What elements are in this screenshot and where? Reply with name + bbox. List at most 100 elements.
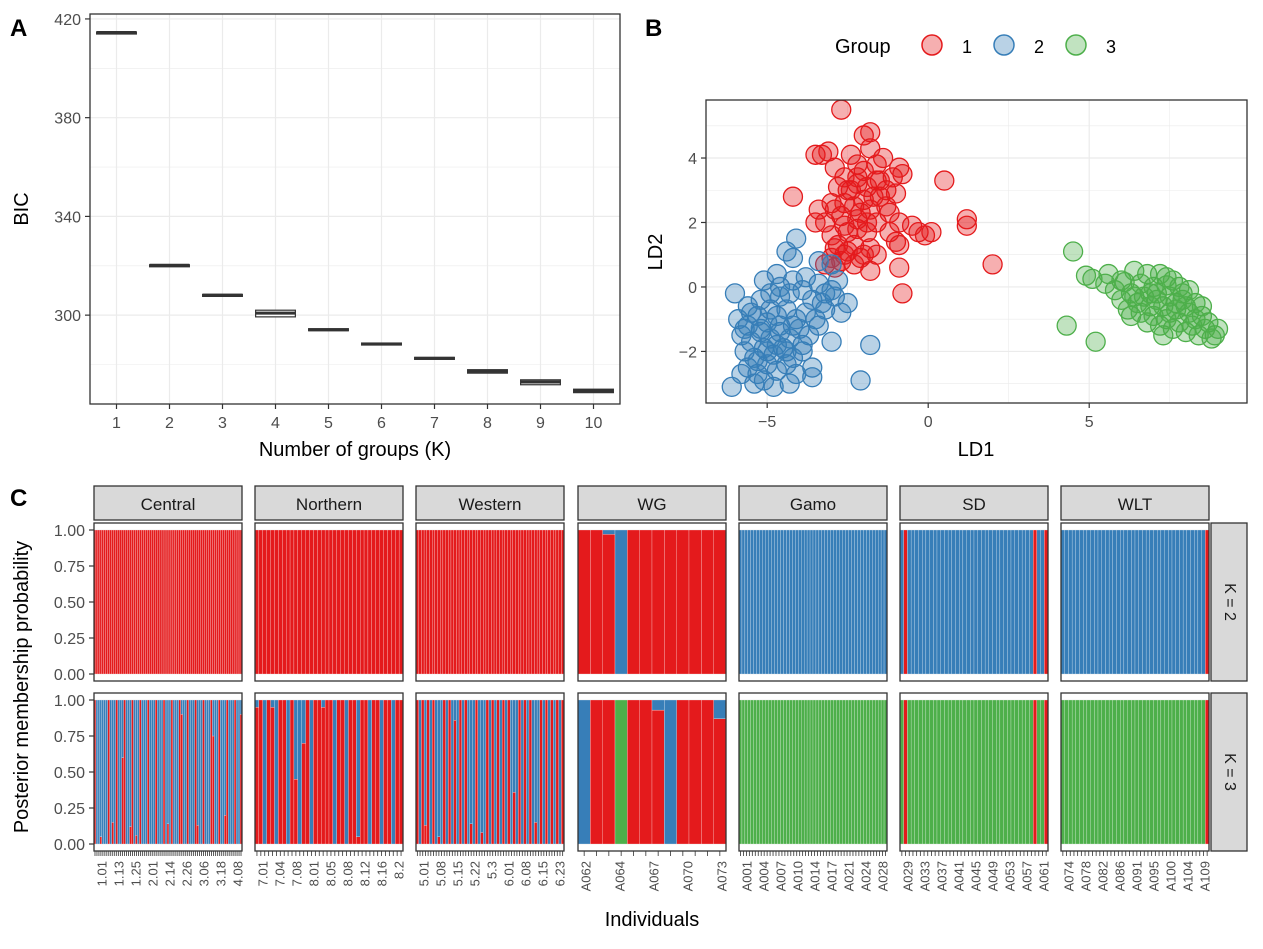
membership-bar-segment	[1164, 529, 1169, 675]
membership-bar-segment	[789, 699, 793, 845]
membership-bar-segment	[959, 529, 964, 675]
membership-bar-segment	[232, 699, 235, 845]
membership-bar-segment	[212, 699, 215, 737]
membership-bar-segment	[235, 699, 239, 845]
membership-bar-segment	[801, 699, 805, 845]
membership-bar-segment	[266, 529, 271, 675]
scatter-point	[889, 257, 910, 278]
membership-bar-segment	[458, 529, 462, 675]
membership-bar-segment	[999, 699, 1004, 845]
facet-x-tick-label: A061	[1037, 861, 1052, 891]
membership-bar-segment	[962, 699, 967, 845]
membership-bar-segment	[99, 529, 103, 675]
membership-bar-segment	[1075, 529, 1080, 675]
membership-bar-segment	[423, 699, 427, 826]
series-group-2	[721, 228, 881, 398]
membership-bar-segment	[1164, 699, 1169, 845]
membership-bar-segment	[356, 529, 361, 675]
membership-bar-segment	[220, 529, 223, 675]
legend-key-1	[921, 34, 943, 56]
membership-bar-segment	[237, 699, 241, 845]
membership-bar-segment	[1131, 529, 1136, 675]
k2-bars	[415, 522, 565, 682]
membership-bar-segment	[651, 529, 665, 675]
membership-bar-segment	[918, 699, 923, 845]
membership-bar-segment	[192, 699, 195, 845]
membership-bar-segment	[111, 529, 114, 675]
panel-a-x-tick-label: 5	[324, 415, 333, 432]
membership-bar-segment	[344, 529, 349, 675]
membership-bar-segment	[553, 699, 557, 845]
membership-bar-segment	[194, 699, 197, 845]
facet-x-tick-label: A041	[952, 861, 967, 891]
scatter-point	[782, 186, 804, 207]
membership-bar-segment	[577, 699, 591, 845]
scatter-point	[731, 363, 752, 385]
membership-bar-segment	[289, 529, 295, 675]
membership-bar-segment	[464, 699, 468, 845]
membership-bar-segment	[614, 699, 628, 845]
membership-bar-segment	[922, 699, 927, 845]
scatter-point	[724, 283, 746, 304]
facet-strip	[899, 485, 1049, 521]
membership-bar-segment	[977, 529, 982, 675]
scatter-point	[856, 212, 878, 233]
membership-bar-segment	[262, 699, 267, 845]
membership-bar-segment	[348, 529, 353, 675]
membership-bar-segment	[383, 529, 388, 675]
membership-bar-segment	[744, 699, 749, 845]
membership-bar-segment	[1025, 529, 1030, 675]
membership-bar-segment	[869, 529, 873, 675]
membership-bar-segment	[803, 529, 808, 675]
membership-bar-segment	[501, 699, 505, 845]
panel-a-x-tick-label: 6	[377, 415, 386, 432]
membership-bar-segment	[539, 529, 543, 675]
membership-bar-segment	[348, 699, 353, 845]
membership-bar-segment	[133, 529, 136, 675]
membership-bar-segment	[1127, 699, 1132, 845]
membership-bar-segment	[821, 529, 825, 675]
membership-bar-segment	[383, 699, 388, 845]
membership-bar-segment	[149, 529, 152, 675]
membership-bar-segment	[160, 699, 164, 845]
membership-bar-segment	[469, 529, 473, 675]
membership-bar-segment	[477, 529, 481, 675]
panel-c-y-tick-label: 0.75	[54, 559, 85, 576]
facet-strip-label: Gamo	[790, 495, 836, 514]
membership-bar-segment	[809, 699, 814, 845]
membership-bar-segment	[180, 714, 183, 845]
membership-bar-segment	[344, 699, 349, 845]
membership-bar-segment	[434, 699, 438, 845]
membership-bar-segment	[701, 529, 714, 675]
facet-x-tick-label: A024	[859, 861, 874, 891]
membership-bar-segment	[1168, 529, 1173, 675]
membership-bar-segment	[639, 699, 653, 845]
facet-x-tick-label: 8.2	[392, 861, 407, 879]
membership-bar-segment	[528, 699, 532, 845]
membership-bar-segment	[421, 699, 425, 845]
membership-bar-segment	[1112, 529, 1117, 675]
membership-bar-segment	[1007, 529, 1012, 675]
membership-bar-segment	[877, 699, 882, 845]
membership-bar-segment	[1105, 699, 1110, 845]
membership-bar-segment	[1153, 529, 1158, 675]
membership-bar-segment	[206, 529, 209, 675]
membership-bar-segment	[590, 529, 603, 675]
membership-bar-segment	[190, 699, 193, 845]
panel-c-y-ticks: 0.00 0.25 0.50 0.75 1.00 0.00 0.25 0.50 0.75 1.00	[54, 523, 94, 854]
membership-bar-segment	[367, 529, 372, 675]
membership-bar-segment	[1160, 699, 1165, 845]
membership-bar-segment	[293, 779, 298, 845]
scatter-point	[831, 99, 852, 120]
membership-bar-segment	[467, 529, 470, 675]
membership-bar-segment	[747, 529, 751, 675]
membership-bar-segment	[907, 529, 912, 675]
scatter-point	[824, 238, 845, 259]
membership-bar-segment	[113, 699, 116, 845]
membership-bar-segment	[664, 529, 677, 675]
panel-b-legend: Group 1 2 3	[835, 34, 1116, 58]
facet-strip	[254, 485, 404, 521]
membership-bar-segment	[178, 699, 181, 845]
scatter-point	[1062, 241, 1084, 262]
membership-bar-segment	[168, 529, 172, 675]
